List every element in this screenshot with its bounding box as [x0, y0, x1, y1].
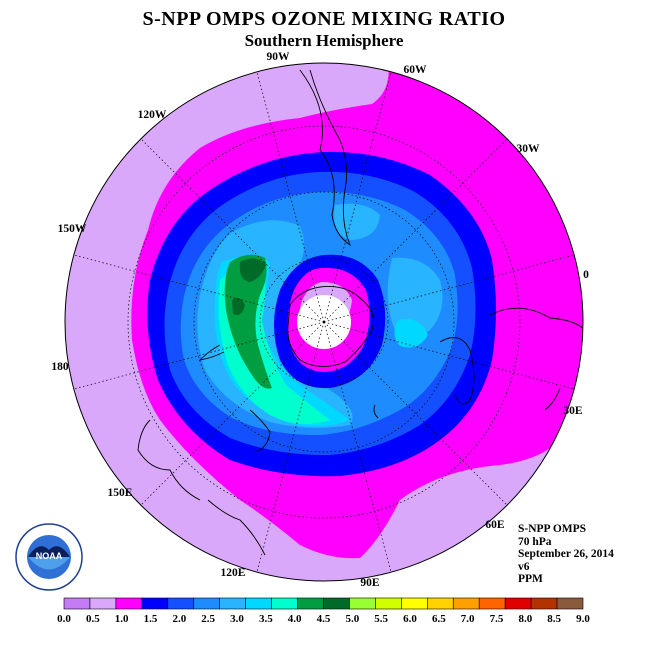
longitude-label: 60E: [485, 519, 505, 531]
meridian-lines: [73, 71, 575, 573]
info-version: v6: [518, 560, 530, 573]
longitude-label: 150W: [58, 223, 87, 235]
info-date: September 26, 2014: [518, 548, 614, 560]
info-units: PPM: [518, 573, 543, 585]
longitude-label: 120E: [221, 567, 246, 579]
longitude-label: 90W: [267, 51, 291, 63]
longitude-label: 0: [583, 269, 589, 281]
chart-subtitle: Southern Hemisphere: [244, 31, 404, 50]
contour-band-5p0-5p5: [239, 258, 266, 282]
longitude-label: 30W: [517, 143, 541, 155]
info-instrument: S-NPP OMPS: [518, 523, 587, 535]
contour-band-3p0-3p5-east: [387, 257, 443, 338]
longitude-label: 60W: [404, 64, 428, 76]
noaa-logo-text: NOAA: [36, 551, 63, 561]
longitude-label: 90E: [360, 577, 380, 589]
longitude-label: 30E: [563, 405, 583, 417]
contour-band-3p5-4p0-east: [394, 319, 428, 348]
map-boundary: [64, 62, 584, 582]
longitude-label: 180: [51, 361, 69, 373]
coastlines: [137, 69, 583, 556]
info-block: S-NPP OMPS 70 hPa September 26, 2014 v6 …: [518, 523, 614, 586]
longitude-label: 150E: [108, 487, 133, 499]
contour-band-5p0-5p5-b: [232, 297, 245, 315]
latitude-circles: [127, 125, 521, 519]
chart-title: S-NPP OMPS OZONE MIXING RATIO: [142, 8, 506, 30]
info-level: 70 hPa: [518, 535, 552, 548]
contour-band-4p5-5p0: [224, 254, 272, 389]
longitude-labels: 90W 60W 30W 0 30E 60E 90E 120E 150E 180 150W 120W: [51, 51, 589, 589]
noaa-logo: NOAA: [15, 523, 83, 591]
longitude-label: 120W: [138, 109, 167, 121]
